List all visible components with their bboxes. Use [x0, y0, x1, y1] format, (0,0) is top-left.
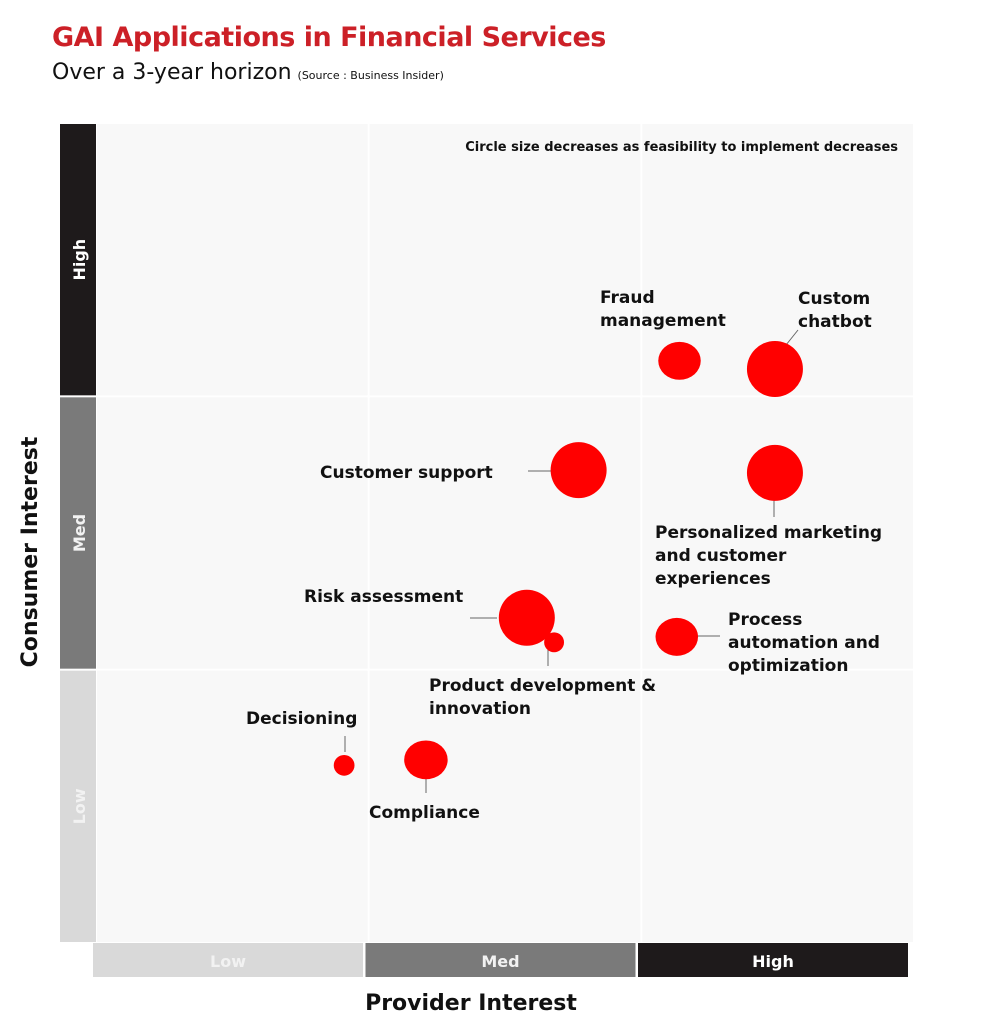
y-tier-high [60, 124, 96, 396]
bubble-label: Risk assessment [304, 587, 463, 607]
bubble-label: Customer support [320, 463, 493, 483]
x-axis-title: Provider Interest [365, 991, 577, 1016]
subtitle-text: Over a 3-year horizon [52, 60, 292, 85]
bubble [550, 442, 607, 499]
y-tick-label: Med [70, 514, 89, 552]
y-axis-tiers: Low Med High [60, 124, 96, 942]
bubble-label: Decisioning [246, 709, 357, 729]
x-tick-label: Low [210, 952, 246, 971]
grid-cell [369, 670, 641, 942]
grid-cell [642, 670, 913, 942]
bubble [404, 740, 448, 780]
y-tick-label: High [70, 239, 89, 281]
chart-title: GAI Applications in Financial Services [52, 22, 606, 53]
bubble-label: Product development & innovation [429, 676, 656, 719]
grid-cell [369, 124, 641, 396]
bubble-labels: Fraud management Custom chatbot Customer sup… [246, 288, 882, 823]
y-tier-med [60, 397, 96, 669]
bubble [658, 341, 701, 380]
bubble-label: Personalized marketing and customer experi… [655, 523, 882, 589]
y-axis-title: Consumer Interest [18, 436, 43, 667]
leader-line [785, 329, 799, 346]
bubble-label: Compliance [369, 803, 480, 823]
bubble-label: Custom chatbot [798, 289, 872, 332]
x-tier-med [365, 943, 636, 977]
bubble [498, 589, 555, 646]
bubble [544, 632, 565, 653]
grid-cell [97, 670, 368, 942]
grid-cell [97, 397, 368, 669]
bubble [746, 341, 803, 397]
size-legend-note: Circle size decreases as feasibility to … [465, 140, 898, 155]
x-tier-high [638, 943, 908, 977]
x-tier-low [93, 943, 363, 977]
grid-cell [97, 124, 368, 396]
bubble [655, 617, 699, 656]
bubbles [333, 341, 803, 780]
bubble-label: Fraud management [600, 288, 726, 331]
bubble-label: Process automation and optimization [728, 610, 880, 676]
chart-subtitle: Over a 3-year horizon (Source : Business … [52, 60, 444, 85]
x-tick-label: Med [481, 952, 519, 971]
y-tier-low [60, 670, 96, 942]
y-tick-label: Low [70, 788, 89, 824]
x-tick-label: High [752, 952, 794, 971]
grid-cells [97, 124, 913, 942]
source-note: (Source : Business Insider) [297, 69, 444, 82]
x-axis-tiers: Low Med High [93, 943, 908, 977]
bubble [333, 754, 355, 776]
bubble [746, 444, 803, 501]
